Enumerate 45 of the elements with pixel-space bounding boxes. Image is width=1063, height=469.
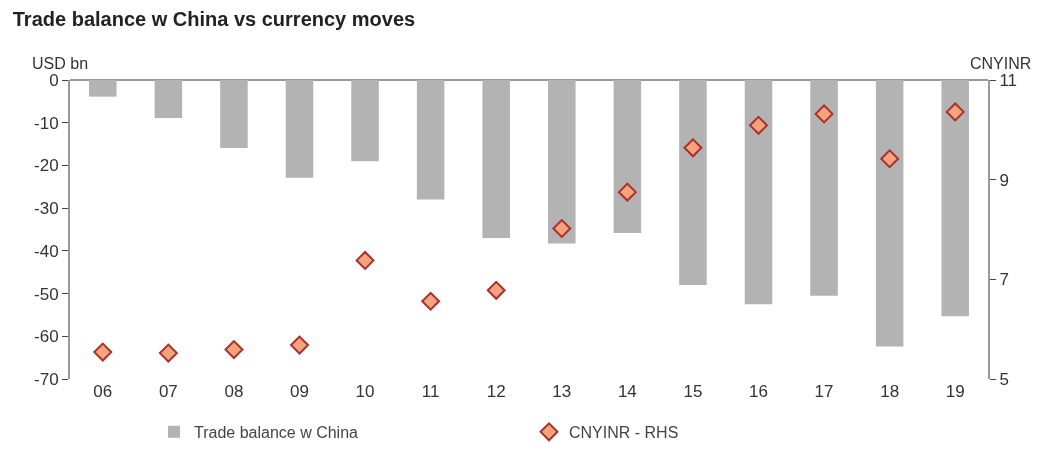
x-tick-label: 19 — [945, 382, 965, 401]
y-tick-label: -30 — [34, 199, 59, 219]
y-tick-label: -20 — [34, 156, 59, 176]
point — [749, 115, 768, 135]
y2-tick-label: 7 — [999, 270, 1009, 290]
y2-tick-label: 5 — [999, 369, 1009, 389]
x-tick-label: 12 — [486, 382, 506, 401]
legend-label: CNYINR - RHS — [569, 424, 679, 442]
y-axis-title: USD bn — [32, 55, 89, 72]
y2-axis-title: CNYINR — [970, 55, 1032, 72]
x-tick-label: 14 — [617, 382, 637, 401]
point — [486, 280, 506, 300]
y-tick-label: -60 — [34, 327, 59, 347]
x-tick-label: 16 — [749, 382, 768, 401]
point — [814, 104, 834, 124]
x-tick-label: 11 — [421, 382, 440, 401]
y-tick-label: 0 — [49, 70, 59, 90]
y-tick-label: -70 — [34, 369, 59, 389]
point — [224, 340, 244, 360]
point — [880, 149, 900, 169]
legend-label: Trade balance w China — [194, 424, 359, 442]
point — [158, 343, 178, 363]
point — [617, 182, 637, 202]
x-tick-label: 10 — [355, 382, 375, 401]
x-tick-label: 06 — [93, 382, 113, 401]
point — [945, 102, 965, 122]
point — [93, 342, 113, 362]
point — [683, 138, 703, 158]
x-tick-label: 09 — [290, 382, 309, 401]
x-tick-label: 17 — [814, 382, 834, 401]
y2-tick-label: 9 — [999, 170, 1009, 190]
y-tick-label: -50 — [34, 284, 59, 304]
x-tick-label: 13 — [552, 382, 572, 401]
x-tick-label: 07 — [158, 382, 178, 401]
y-tick-label: -40 — [34, 241, 59, 261]
point — [290, 335, 309, 355]
x-tick-label: 15 — [683, 382, 703, 401]
y-tick-label: -10 — [34, 113, 59, 133]
chart-title: Trade balance w China vs currency moves — [12, 7, 416, 30]
point — [552, 219, 572, 238]
point — [355, 250, 375, 270]
y2-tick-label: 11 — [999, 70, 1018, 90]
x-tick-label: 18 — [880, 382, 900, 401]
point — [421, 291, 441, 311]
x-tick-label: 08 — [224, 382, 244, 401]
